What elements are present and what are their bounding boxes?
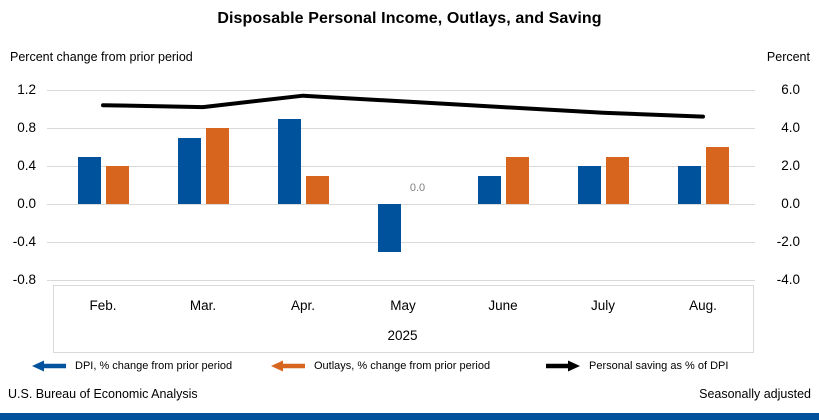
x-axis-label-box (53, 285, 754, 353)
chart-title: Disposable Personal Income, Outlays, and… (217, 10, 602, 27)
outlays-bar-Aug (706, 147, 729, 204)
saving-rate-line (101, 93, 705, 119)
bea-bottom-band (0, 413, 819, 420)
left-axis-tick: 0.0 (17, 196, 36, 211)
gridline (47, 242, 755, 243)
right-axis-tick: -4.0 (776, 272, 800, 287)
month-label-June: June (488, 298, 518, 313)
right-axis-tick: 6.0 (781, 82, 800, 97)
legend-label-1: Outlays, % change from prior period (314, 360, 491, 372)
outlays-bar-July (606, 156, 629, 204)
dpi-bar-May (378, 204, 401, 252)
left-arrow-icon (32, 360, 66, 372)
right-axis-title: Percent (766, 50, 810, 64)
left-axis-tick: -0.4 (12, 234, 36, 249)
left-arrow-icon (271, 360, 305, 372)
right-axis-tick: 4.0 (781, 120, 800, 135)
left-axis-tick: 0.8 (17, 120, 36, 135)
left-axis-title: Percent change from prior period (10, 50, 193, 64)
right-arrow-icon (546, 360, 580, 372)
right-axis-tick: 2.0 (781, 158, 800, 173)
gridline (47, 204, 755, 205)
legend-label-2: Personal saving as % of DPI (589, 360, 729, 372)
dpi-bar-July (578, 166, 601, 204)
outlays-bar-June (506, 156, 529, 204)
month-label-Apr: Apr. (290, 298, 315, 313)
gridline (47, 128, 755, 129)
dpi-bar-Feb (78, 156, 101, 204)
gridline (47, 280, 755, 281)
month-label-Feb: Feb. (89, 298, 117, 313)
month-label-Mar: Mar. (189, 298, 217, 313)
month-label-July: July (590, 298, 615, 313)
gridline (47, 90, 755, 91)
month-label-May: May (390, 298, 416, 313)
x-axis-year-label: 2025 (387, 328, 418, 343)
outlays-bar-Feb (106, 166, 129, 204)
legend-item-0: DPI, % change from prior period (32, 356, 232, 376)
legend-label-0: DPI, % change from prior period (75, 360, 233, 372)
dpi-bar-Aug (678, 166, 701, 204)
left-axis-tick: 0.4 (17, 158, 36, 173)
legend-item-1: Outlays, % change from prior period (271, 356, 490, 376)
right-axis-tick: -2.0 (776, 234, 800, 249)
dpi-bar-Mar (178, 137, 201, 204)
source-attribution: U.S. Bureau of Economic Analysis (8, 387, 198, 401)
outlays-bar-Apr (306, 175, 329, 204)
left-axis-tick: -0.8 (12, 272, 36, 287)
zero-data-label: 0.0 (409, 182, 426, 194)
gridline (47, 166, 755, 167)
outlays-bar-Mar (206, 128, 229, 204)
dpi-bar-Apr (278, 118, 301, 204)
left-axis-tick: 1.2 (17, 82, 36, 97)
legend-item-2: Personal saving as % of DPI (546, 356, 728, 376)
dpi-bar-June (478, 175, 501, 204)
seasonally-adjusted-note: Seasonally adjusted (699, 387, 811, 401)
month-label-Aug: Aug. (689, 298, 717, 313)
right-axis-tick: 0.0 (781, 196, 800, 211)
